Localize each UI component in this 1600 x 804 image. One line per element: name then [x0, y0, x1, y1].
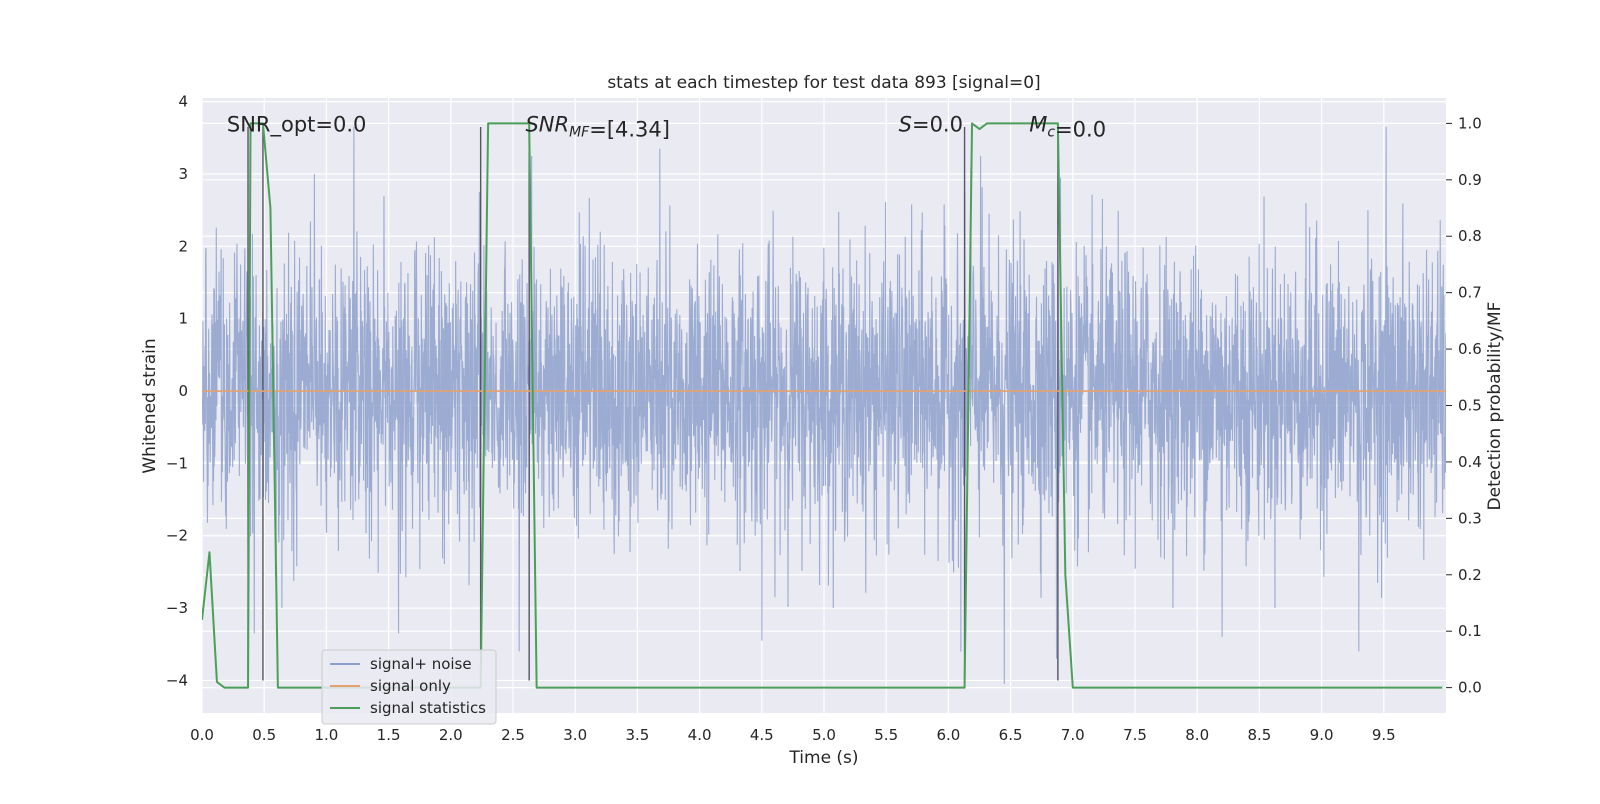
x-tick-label: 3.0 [563, 726, 587, 744]
legend-label-signal-only: signal only [370, 677, 451, 695]
x-tick-label: 7.5 [1123, 726, 1147, 744]
y-tick-label: 3 [178, 165, 188, 183]
x-tick-label: 7.0 [1061, 726, 1085, 744]
y2-tick-label: 0.8 [1458, 227, 1482, 245]
annotation-part: =0.0 [912, 112, 963, 136]
annotation-part: S [899, 112, 912, 136]
y-tick-label: −4 [166, 671, 188, 689]
x-tick-label: 8.0 [1185, 726, 1209, 744]
x-tick-label: 4.0 [688, 726, 712, 744]
x-tick-label: 3.5 [625, 726, 649, 744]
legend-box [321, 649, 497, 725]
y2-tick-label: 0.4 [1458, 453, 1482, 471]
annotation-0: SNR_opt=0.0 [227, 112, 367, 137]
x-tick-label: 0.0 [190, 726, 214, 744]
annotations: SNR_opt=0.0 SNRMF=[4.34] S=0.0 Mc=0.0 [227, 112, 1106, 141]
y2-tick-label: 0.3 [1458, 509, 1482, 527]
noise-trace [202, 126, 1446, 685]
y2-tick-label: 0.0 [1458, 679, 1482, 697]
x-tick-label: 5.5 [874, 726, 898, 744]
y2-tick-label: 0.1 [1458, 622, 1482, 640]
annotation-part: MF [569, 124, 590, 140]
x-tick-label: 9.0 [1310, 726, 1334, 744]
x-tick-label: 6.5 [999, 726, 1023, 744]
y2-tick-label: 0.6 [1458, 340, 1482, 358]
y2-axis-label: Detection probability/MF [1485, 302, 1505, 511]
x-tick-label: 2.5 [501, 726, 525, 744]
x-tick-label: 1.5 [377, 726, 401, 744]
x-tick-label: 0.5 [252, 726, 276, 744]
y2-tick-label: 0.9 [1458, 171, 1482, 189]
annotation-part: SNR [525, 112, 569, 136]
y-tick-label: 4 [178, 93, 188, 111]
annotation-part: =0.0 [1055, 117, 1106, 141]
signal-plus-noise-series [202, 126, 1446, 685]
x-tick-label: 9.5 [1372, 726, 1396, 744]
y-tick-label: 2 [178, 237, 188, 255]
x-tick-label: 4.5 [750, 726, 774, 744]
annotation-part: SNR_opt=0.0 [227, 112, 367, 137]
y-axis-right: 0.0 0.1 0.2 0.3 0.4 0.5 0.6 0.7 0.8 0.9 1.0 [1446, 114, 1482, 697]
chart-title: stats at each timestep for test data 893… [607, 73, 1040, 93]
y2-tick-label: 0.2 [1458, 566, 1482, 584]
y-axis-left: −4 −3 −2 −1 0 1 2 3 4 [166, 93, 188, 690]
annotation-part: M [1029, 112, 1047, 136]
x-tick-label: 2.0 [439, 726, 463, 744]
y-tick-label: 1 [178, 310, 188, 328]
y2-tick-label: 0.5 [1458, 397, 1482, 415]
x-tick-label: 1.0 [314, 726, 338, 744]
x-tick-label: 8.5 [1247, 726, 1271, 744]
legend: signal+ noise signal only signal statist… [321, 649, 497, 725]
legend-label-signal-plus-noise: signal+ noise [370, 655, 472, 673]
x-axis-label: Time (s) [788, 748, 858, 768]
x-tick-label: 5.0 [812, 726, 836, 744]
x-tick-label: 6.0 [936, 726, 960, 744]
y2-tick-label: 0.7 [1458, 284, 1482, 302]
y-tick-label: 0 [178, 382, 188, 400]
y-tick-label: −1 [166, 454, 188, 472]
y-axis-label: Whitened strain [140, 338, 160, 473]
y2-tick-label: 1.0 [1458, 114, 1482, 132]
annotation-part: =[4.34] [589, 117, 670, 141]
y-tick-label: −2 [166, 527, 188, 545]
legend-label-signal-statistics: signal statistics [370, 699, 486, 717]
x-axis: 0.0 0.5 1.0 1.5 2.0 2.5 3.0 3.5 4.0 4.5 5.0 5.5 6.0 6… [190, 726, 1396, 744]
annotation-3: Mc=0.0 [1029, 112, 1106, 141]
y-tick-label: −3 [166, 599, 188, 617]
annotation-1: SNRMF=[4.34] [525, 112, 670, 141]
signal-statistics-line [202, 122, 1443, 689]
annotation-2: S=0.0 [899, 112, 963, 136]
annotation-part: c [1047, 124, 1055, 140]
signal-statistics-series [202, 122, 1443, 689]
